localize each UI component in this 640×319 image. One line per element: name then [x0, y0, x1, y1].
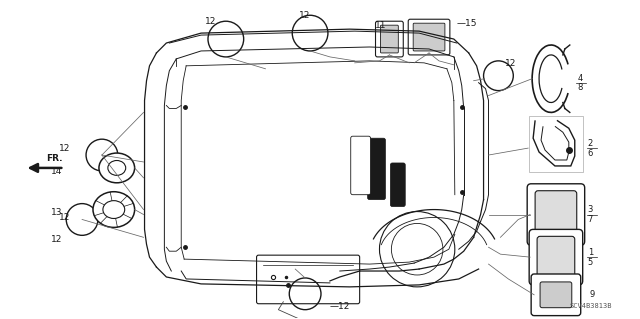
Text: 12: 12 — [59, 144, 70, 152]
Text: 12: 12 — [300, 11, 311, 20]
Text: 7: 7 — [588, 215, 593, 224]
FancyBboxPatch shape — [529, 116, 582, 172]
FancyBboxPatch shape — [367, 138, 385, 200]
Text: 9: 9 — [589, 290, 595, 299]
FancyBboxPatch shape — [540, 282, 572, 308]
FancyBboxPatch shape — [413, 23, 445, 51]
Text: 2: 2 — [588, 139, 593, 148]
FancyBboxPatch shape — [527, 184, 585, 245]
Text: 6: 6 — [588, 149, 593, 158]
FancyBboxPatch shape — [535, 191, 577, 238]
FancyBboxPatch shape — [257, 255, 360, 304]
Text: 4: 4 — [578, 74, 583, 83]
FancyBboxPatch shape — [351, 136, 371, 195]
FancyBboxPatch shape — [380, 25, 398, 53]
FancyBboxPatch shape — [537, 236, 575, 278]
Text: —12: —12 — [330, 302, 350, 311]
Ellipse shape — [93, 192, 134, 227]
Text: 14: 14 — [51, 167, 62, 176]
Text: 12: 12 — [51, 235, 62, 244]
FancyBboxPatch shape — [529, 229, 582, 285]
FancyBboxPatch shape — [390, 163, 405, 207]
Text: FR.: FR. — [46, 153, 63, 162]
Ellipse shape — [99, 153, 134, 183]
Ellipse shape — [103, 201, 125, 219]
Text: 8: 8 — [578, 83, 583, 92]
FancyBboxPatch shape — [408, 19, 450, 55]
Text: 5: 5 — [588, 258, 593, 267]
Text: 12: 12 — [506, 59, 516, 68]
Text: 11: 11 — [374, 21, 386, 30]
Text: 1: 1 — [588, 248, 593, 257]
Text: —15: —15 — [457, 19, 477, 28]
Text: 3: 3 — [588, 205, 593, 214]
Text: 12: 12 — [59, 213, 70, 222]
Ellipse shape — [108, 160, 125, 175]
Text: 12: 12 — [205, 17, 217, 26]
FancyBboxPatch shape — [531, 274, 580, 315]
Text: SCV4B3813B: SCV4B3813B — [570, 303, 612, 309]
FancyBboxPatch shape — [376, 21, 403, 57]
Text: 13: 13 — [51, 208, 62, 217]
